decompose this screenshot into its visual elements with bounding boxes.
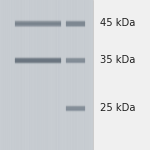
Text: 45 kDa: 45 kDa xyxy=(100,18,136,28)
Bar xyxy=(0,0,93,150)
Text: 35 kDa: 35 kDa xyxy=(100,55,136,65)
Text: 25 kDa: 25 kDa xyxy=(100,103,136,113)
